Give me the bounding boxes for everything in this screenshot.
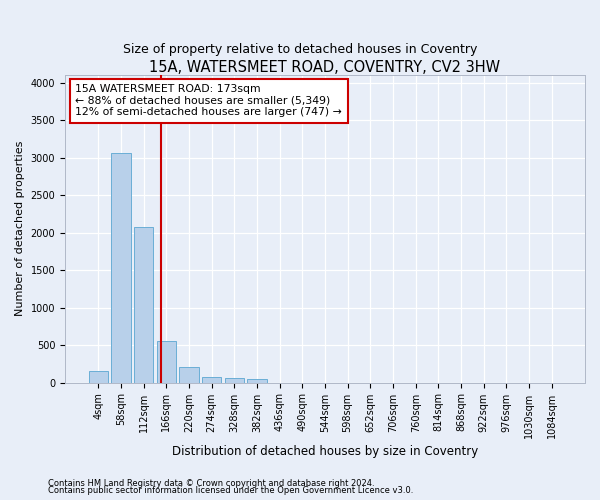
Bar xyxy=(89,372,108,382)
X-axis label: Distribution of detached houses by size in Coventry: Distribution of detached houses by size … xyxy=(172,444,478,458)
Bar xyxy=(202,377,221,382)
Text: Contains public sector information licensed under the Open Government Licence v3: Contains public sector information licen… xyxy=(48,486,413,495)
Bar xyxy=(179,367,199,382)
Bar xyxy=(112,153,131,382)
Bar xyxy=(157,340,176,382)
Bar xyxy=(134,228,153,382)
Text: Contains HM Land Registry data © Crown copyright and database right 2024.: Contains HM Land Registry data © Crown c… xyxy=(48,478,374,488)
Text: Size of property relative to detached houses in Coventry: Size of property relative to detached ho… xyxy=(123,42,477,56)
Text: 15A WATERSMEET ROAD: 173sqm
← 88% of detached houses are smaller (5,349)
12% of : 15A WATERSMEET ROAD: 173sqm ← 88% of det… xyxy=(76,84,342,117)
Title: 15A, WATERSMEET ROAD, COVENTRY, CV2 3HW: 15A, WATERSMEET ROAD, COVENTRY, CV2 3HW xyxy=(149,60,500,75)
Bar xyxy=(247,379,266,382)
Y-axis label: Number of detached properties: Number of detached properties xyxy=(15,141,25,316)
Bar xyxy=(224,378,244,382)
